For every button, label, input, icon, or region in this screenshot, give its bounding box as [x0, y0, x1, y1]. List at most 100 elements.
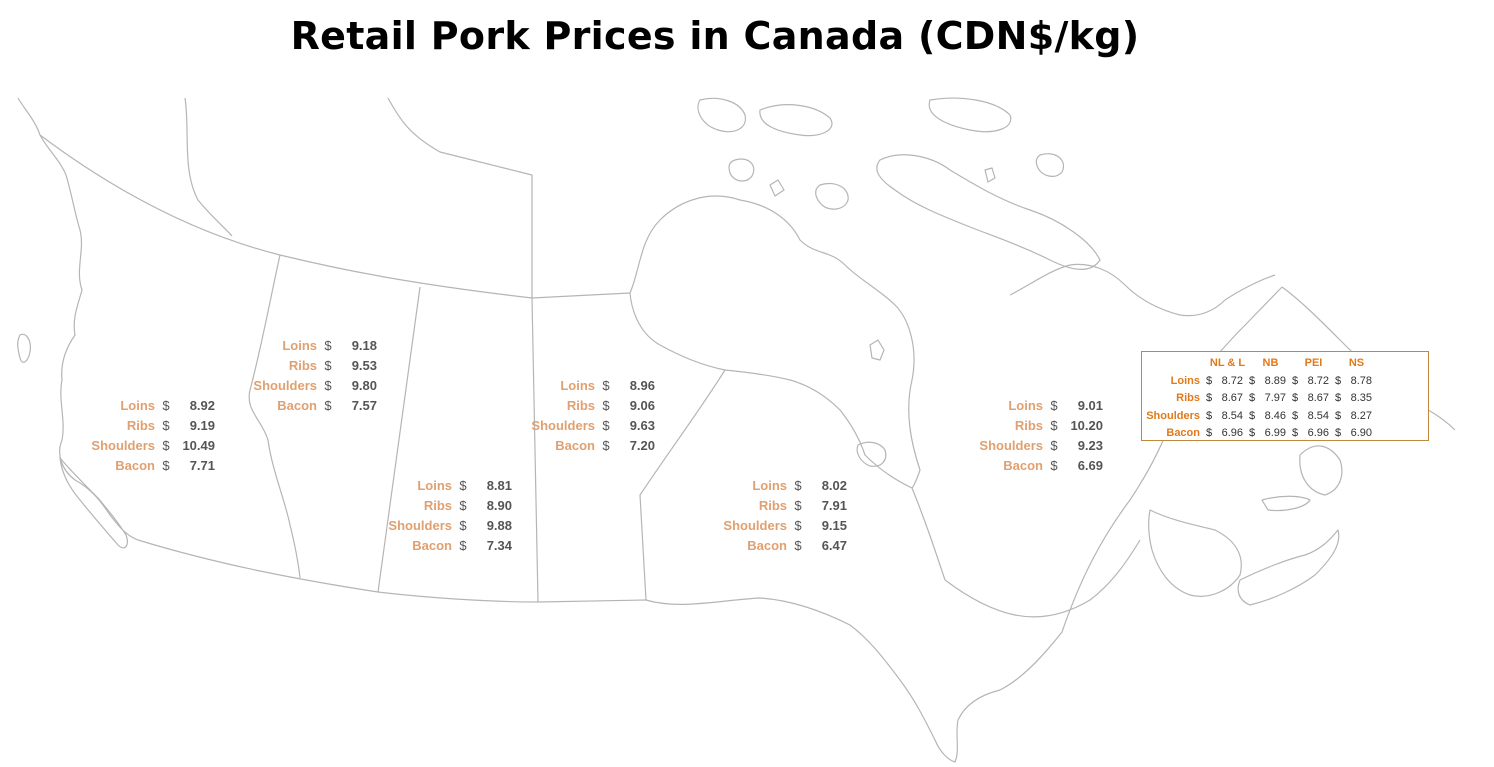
- atlantic-price-value: 8.72: [1221, 374, 1243, 387]
- cut-label: Ribs: [288, 358, 317, 373]
- price-value: 8.92: [189, 398, 215, 413]
- cut-label: Shoulders: [388, 518, 452, 533]
- baffin-island: [876, 154, 1101, 270]
- currency-symbol: $: [602, 378, 610, 393]
- price-value: 9.63: [629, 418, 655, 433]
- currency-symbol: $: [162, 438, 170, 453]
- currency-symbol: $: [324, 398, 332, 413]
- ab-sk-border: [377, 286, 421, 593]
- atlantic-price-value: 8.54: [1307, 409, 1329, 422]
- currency-symbol: $: [1292, 409, 1299, 422]
- atlantic-price-value: 6.96: [1307, 427, 1329, 439]
- atlantic-price-value: 8.27: [1350, 409, 1372, 422]
- price-row: Loins $9.01: [963, 396, 1103, 416]
- price-block-sk: Loins $8.81 Ribs $8.90 Shoulders $9.88 Bacon $7…: [372, 476, 512, 556]
- cut-label: Loins: [417, 478, 452, 493]
- atlantic-price-value: 6.99: [1264, 427, 1286, 439]
- price-block-ab: Loins $9.18 Ribs $9.53 Shoulders $9.80 Bacon $7…: [237, 336, 377, 416]
- currency-symbol: $: [1050, 438, 1058, 453]
- price-row: Bacon $7.20: [515, 436, 655, 456]
- price-row: Ribs $7.91: [707, 496, 847, 516]
- price-value: 8.96: [629, 378, 655, 393]
- price-row: Shoulders $9.15: [707, 516, 847, 536]
- price-value: 10.49: [182, 438, 215, 453]
- currency-symbol: $: [162, 398, 170, 413]
- price-row: Bacon $7.34: [372, 536, 512, 556]
- currency-symbol: $: [1335, 409, 1342, 422]
- atlantic-row: Ribs $8.67 $7.97 $8.67 $8.35: [1142, 390, 1378, 408]
- price-row: Bacon $6.47: [707, 536, 847, 556]
- newfoundland: [1299, 445, 1343, 496]
- price-row: Shoulders $10.49: [75, 436, 215, 456]
- currency-symbol: $: [1292, 374, 1299, 387]
- mb-on-border: [639, 369, 726, 601]
- currency-symbol: $: [602, 418, 610, 433]
- price-row: Ribs $9.19: [75, 416, 215, 436]
- currency-symbol: $: [459, 478, 467, 493]
- atlantic-cut-label: Loins: [1170, 374, 1200, 387]
- atlantic-cut-label: Bacon: [1166, 427, 1200, 439]
- atlantic-row: Bacon $6.96 $6.99 $6.96 $6.90: [1142, 425, 1378, 443]
- atlantic-price-value: 8.72: [1307, 374, 1329, 387]
- price-value: 9.23: [1077, 438, 1103, 453]
- currency-symbol: $: [1050, 398, 1058, 413]
- price-row: Loins $8.81: [372, 476, 512, 496]
- currency-symbol: $: [794, 538, 802, 553]
- arctic-island-c: [928, 97, 1012, 133]
- cut-label: Loins: [1008, 398, 1043, 413]
- price-value: 9.06: [629, 398, 655, 413]
- bc-ab-border: [248, 254, 301, 579]
- currency-symbol: $: [1206, 409, 1213, 422]
- hudson-bay: [629, 195, 921, 489]
- currency-symbol: $: [459, 538, 467, 553]
- currency-symbol: $: [602, 398, 610, 413]
- cut-label: Shoulders: [723, 518, 787, 533]
- currency-symbol: $: [1335, 427, 1342, 439]
- price-value: 7.34: [486, 538, 512, 553]
- currency-symbol: $: [162, 458, 170, 473]
- currency-symbol: $: [1206, 392, 1213, 404]
- atlantic-header-ns: NS: [1348, 357, 1365, 369]
- currency-symbol: $: [1249, 409, 1256, 422]
- price-block-qc: Loins $9.01 Ribs $10.20 Shoulders $9.23 Bacon $…: [963, 396, 1103, 476]
- cut-label: Loins: [282, 338, 317, 353]
- price-row: Shoulders $9.80: [237, 376, 377, 396]
- atlantic-cut-label: Ribs: [1176, 392, 1200, 404]
- price-value: 6.47: [821, 538, 847, 553]
- cut-label: Shoulders: [979, 438, 1043, 453]
- price-row: Ribs $9.06: [515, 396, 655, 416]
- price-row: Shoulders $9.63: [515, 416, 655, 436]
- cut-label: Bacon: [115, 458, 155, 473]
- price-value: 7.71: [189, 458, 215, 473]
- price-row: Loins $8.96: [515, 376, 655, 396]
- price-value: 6.69: [1077, 458, 1103, 473]
- atlantic-price-value: 8.54: [1221, 409, 1243, 422]
- currency-symbol: $: [324, 338, 332, 353]
- southampton-island: [815, 182, 849, 210]
- arctic-island-g: [769, 179, 785, 197]
- price-value: 9.19: [189, 418, 215, 433]
- currency-symbol: $: [1292, 427, 1299, 439]
- arctic-island-b: [759, 104, 833, 137]
- atlantic-price-table: NL & L NB PEI NS Loins $8.72 $8.89 $8.72 $8.…: [1141, 351, 1429, 441]
- price-value: 8.90: [486, 498, 512, 513]
- cut-label: Bacon: [1003, 458, 1043, 473]
- currency-symbol: $: [162, 418, 170, 433]
- on-qc-border: [911, 487, 946, 581]
- parallel-60: [39, 134, 631, 299]
- currency-symbol: $: [1050, 418, 1058, 433]
- atlantic-price-value: 7.97: [1264, 392, 1286, 404]
- atlantic-row: Loins $8.72 $8.89 $8.72 $8.78: [1142, 373, 1378, 391]
- yukon-nwt-border: [184, 97, 233, 237]
- price-row: Shoulders $9.88: [372, 516, 512, 536]
- price-value: 9.53: [351, 358, 377, 373]
- price-value: 8.81: [486, 478, 512, 493]
- atlantic-row: Shoulders $8.54 $8.46 $8.54 $8.27: [1142, 408, 1378, 426]
- atlantic-cut-label: Shoulders: [1146, 409, 1200, 422]
- currency-symbol: $: [794, 518, 802, 533]
- currency-symbol: $: [1249, 374, 1256, 387]
- currency-symbol: $: [1249, 427, 1256, 439]
- new-brunswick: [1148, 509, 1242, 597]
- price-value: 9.18: [351, 338, 377, 353]
